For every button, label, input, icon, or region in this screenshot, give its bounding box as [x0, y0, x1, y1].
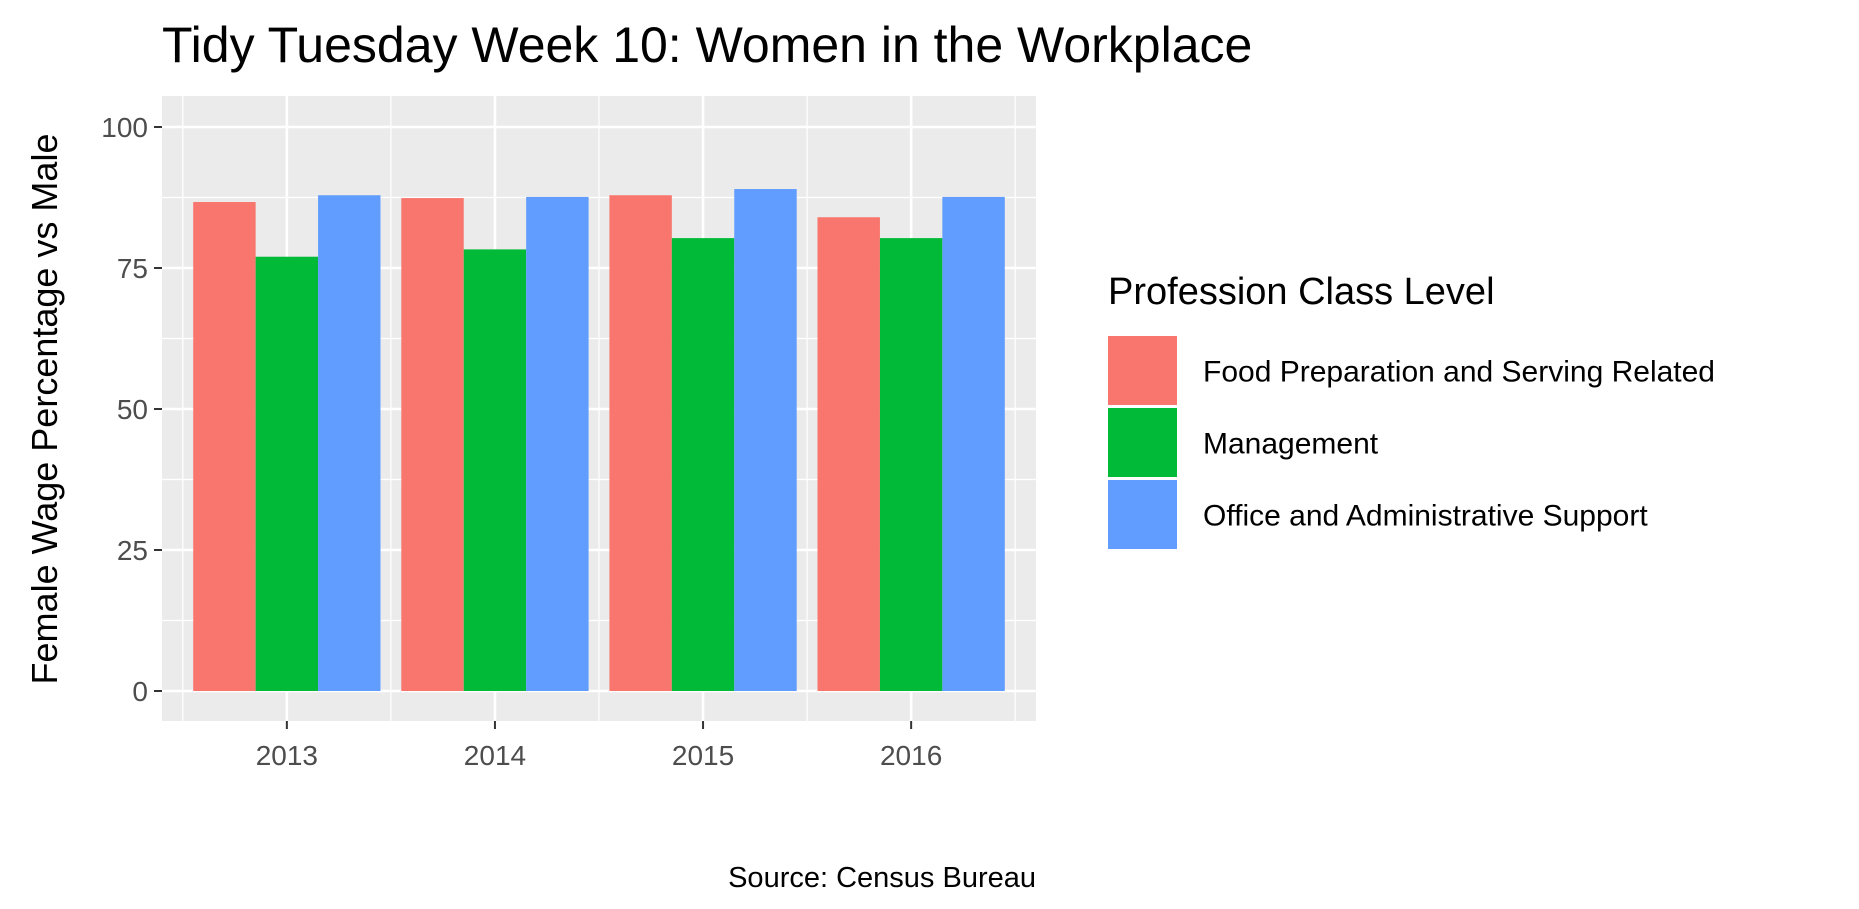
bar: [817, 217, 880, 692]
bar: [879, 238, 943, 691]
y-tick-label: 25: [117, 535, 148, 566]
bar: [942, 196, 1005, 691]
bar: [255, 256, 319, 691]
bars: [193, 189, 1005, 692]
bar: [734, 189, 797, 692]
y-tick-label: 0: [132, 676, 148, 707]
legend-title: Profession Class Level: [1108, 271, 1495, 313]
bar: [318, 195, 381, 691]
legend: Profession Class Level Food Preparation …: [1108, 271, 1715, 549]
y-axis-label: Female Wage Percentage vs Male: [24, 134, 65, 685]
bar: [609, 195, 672, 691]
legend-label: Food Preparation and Serving Related: [1203, 356, 1715, 389]
legend-label: Management: [1203, 428, 1379, 461]
legend-key: [1108, 336, 1177, 405]
x-tick-label: 2013: [256, 740, 318, 771]
x-axis: 2013 2014 2015 2016: [256, 721, 942, 771]
x-tick-label: 2015: [672, 740, 734, 771]
x-tick-label: 2016: [880, 740, 942, 771]
bar: [463, 249, 527, 691]
y-tick-label: 100: [101, 112, 148, 143]
legend-items: Food Preparation and Serving Related Mana…: [1108, 336, 1715, 549]
y-tick-label: 75: [117, 253, 148, 284]
y-tick-label: 50: [117, 394, 148, 425]
chart-caption: Source: Census Bureau: [728, 862, 1036, 894]
y-axis: 0 25 50 75 100: [101, 112, 162, 707]
legend-key: [1108, 480, 1177, 549]
bar: [193, 202, 256, 691]
bar: [526, 196, 589, 691]
bar: [401, 198, 464, 691]
legend-key: [1108, 408, 1177, 477]
legend-label: Office and Administrative Support: [1203, 500, 1648, 533]
bar: [671, 238, 735, 691]
chart-title: Tidy Tuesday Week 10: Women in the Workp…: [162, 17, 1252, 73]
x-tick-label: 2014: [464, 740, 526, 771]
